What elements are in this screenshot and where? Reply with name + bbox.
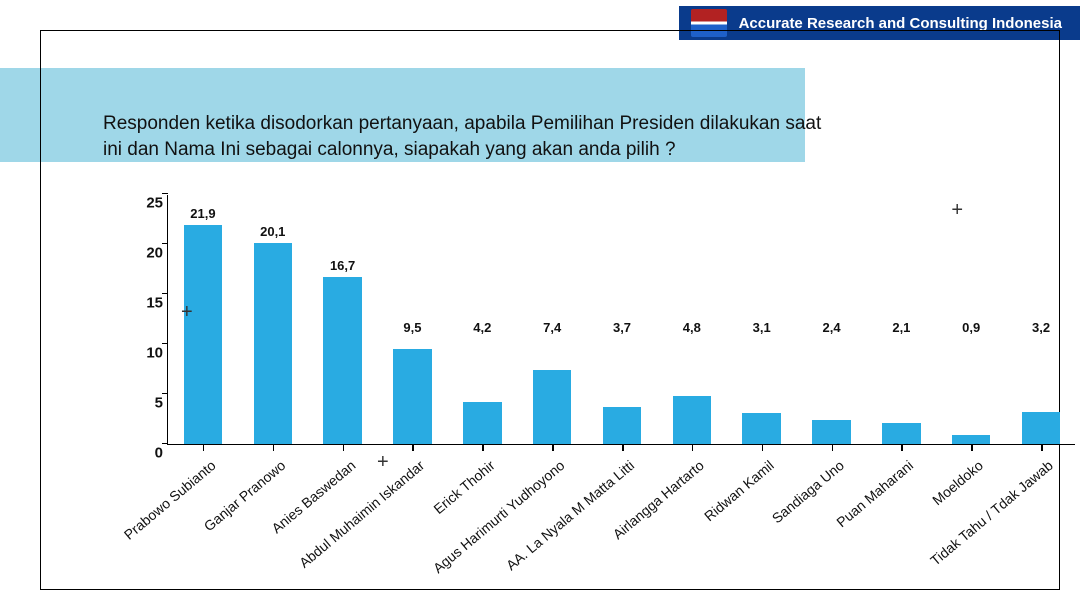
survey-question: Responden ketika disodorkan pertanyaan, …	[103, 111, 839, 162]
category-label: Ridwan Kamil	[701, 457, 777, 524]
bar-chart: 0510152025 21,920,116,79,54,27,43,74,83,…	[123, 195, 1075, 445]
y-axis: 0510152025	[123, 195, 163, 445]
bar	[463, 402, 501, 444]
bar	[393, 349, 431, 444]
bar	[742, 413, 780, 444]
y-tick-label: 20	[123, 245, 163, 262]
bar	[1022, 412, 1060, 444]
crosshair-icon: +	[951, 199, 963, 222]
x-tick-mark	[203, 445, 205, 451]
x-tick-mark	[412, 445, 414, 451]
org-name: Accurate Research and Consulting Indones…	[739, 15, 1062, 32]
y-tick-mark	[162, 343, 168, 345]
x-tick-mark	[622, 445, 624, 451]
y-tick-mark	[162, 193, 168, 195]
category-label: Abdul Muhaimin Iskandar	[296, 457, 427, 571]
category-label: Moeldoko	[929, 457, 986, 508]
x-tick-mark	[762, 445, 764, 451]
bar-value-label: 21,9	[190, 206, 215, 221]
category-label: AA. La Nyala M Matta Litti	[503, 457, 637, 573]
bar	[812, 420, 850, 444]
bar	[603, 407, 641, 444]
bar	[184, 225, 222, 444]
y-tick-label: 5	[123, 395, 163, 412]
plot-area: 21,920,116,79,54,27,43,74,83,12,42,10,93…	[167, 195, 1075, 445]
chart-frame: Responden ketika disodorkan pertanyaan, …	[40, 30, 1060, 590]
bar	[254, 243, 292, 444]
bar	[882, 423, 920, 444]
x-tick-mark	[901, 445, 903, 451]
bar-value-label: 20,1	[260, 224, 285, 239]
x-tick-mark	[343, 445, 345, 451]
bar	[673, 396, 711, 444]
bar-value-label: 16,7	[330, 258, 355, 273]
category-label: Prabowo Subianto	[121, 457, 219, 543]
y-tick-mark	[162, 293, 168, 295]
y-tick-label: 25	[123, 195, 163, 212]
crosshair-icon: +	[181, 301, 193, 324]
y-tick-label: 0	[123, 445, 163, 462]
y-tick-label: 10	[123, 345, 163, 362]
bar	[323, 277, 361, 444]
category-label: Erick Thohir	[431, 457, 498, 517]
bar	[952, 435, 990, 444]
x-tick-mark	[273, 445, 275, 451]
x-tick-mark	[552, 445, 554, 451]
bar	[533, 370, 571, 444]
y-tick-mark	[162, 443, 168, 445]
category-label: Agus Harimurti Yudhoyono	[430, 457, 568, 576]
y-tick-mark	[162, 243, 168, 245]
x-tick-mark	[1041, 445, 1043, 451]
crosshair-icon: +	[377, 451, 389, 474]
category-label: Tidak Tahu / Tdak Jawab	[927, 457, 1056, 569]
x-tick-mark	[832, 445, 834, 451]
x-tick-mark	[971, 445, 973, 451]
y-tick-mark	[162, 393, 168, 395]
x-tick-mark	[692, 445, 694, 451]
y-tick-label: 15	[123, 295, 163, 312]
x-tick-mark	[482, 445, 484, 451]
